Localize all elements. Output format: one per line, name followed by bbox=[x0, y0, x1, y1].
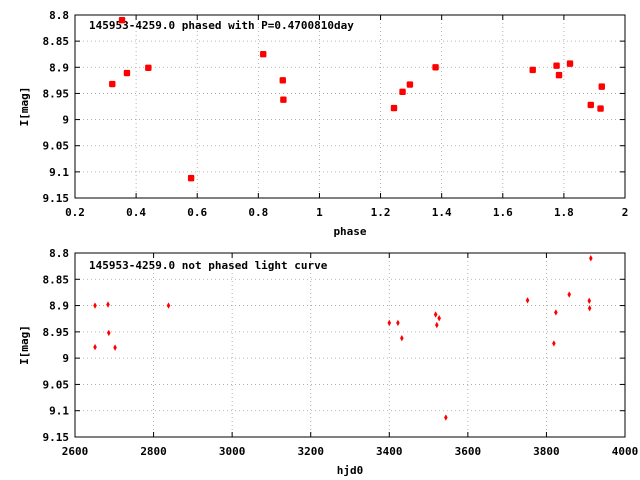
phased-x-tick-label: 1.8 bbox=[554, 206, 574, 219]
unphased-x-tick-label: 3800 bbox=[533, 445, 560, 458]
phased-data-point bbox=[123, 69, 131, 77]
unphased-data-point bbox=[552, 340, 556, 347]
phased-data-point bbox=[145, 64, 152, 72]
unphased-x-tick-label: 3400 bbox=[376, 445, 403, 458]
phased-data-point bbox=[406, 81, 414, 88]
unphased-x-axis-label: hjd0 bbox=[337, 464, 364, 477]
unphased-data-point bbox=[444, 414, 448, 421]
phased-y-tick-label: 9.15 bbox=[43, 192, 70, 205]
phased-data-point bbox=[109, 80, 116, 88]
phased-data-point bbox=[529, 66, 536, 74]
unphased-y-tick-label: 8.8 bbox=[49, 247, 69, 260]
unphased-y-tick-label: 8.95 bbox=[43, 326, 70, 339]
phased-x-tick-label: 2 bbox=[622, 206, 629, 219]
phased-data-point bbox=[399, 88, 406, 96]
unphased-y-axis-label: I[mag] bbox=[18, 325, 31, 365]
unphased-data-point bbox=[433, 311, 438, 318]
phased-data-point bbox=[555, 71, 563, 79]
unphased-data-point bbox=[525, 297, 530, 304]
phased-y-tick-label: 8.85 bbox=[43, 35, 70, 48]
unphased-data-point bbox=[387, 319, 392, 327]
phased-x-tick-label: 0.4 bbox=[126, 206, 146, 219]
unphased-data-point bbox=[93, 343, 97, 351]
unphased-data-point bbox=[106, 301, 110, 308]
phased-data-point bbox=[432, 64, 439, 71]
unphased-y-tick-label: 9.1 bbox=[49, 405, 69, 418]
phased-x-axis-label: phase bbox=[333, 225, 366, 238]
phased-data-point bbox=[587, 101, 594, 109]
phased-data-point bbox=[187, 174, 195, 182]
unphased-x-tick-label: 2800 bbox=[140, 445, 167, 458]
unphased-data-point bbox=[587, 305, 592, 312]
unphased-data-point bbox=[589, 255, 593, 262]
unphased-x-tick-label: 3600 bbox=[455, 445, 482, 458]
unphased-data-point bbox=[93, 302, 97, 309]
unphased-data-point bbox=[166, 302, 171, 309]
unphased-x-tick-label: 4000 bbox=[612, 445, 639, 458]
unphased-plot-frame bbox=[74, 252, 626, 438]
phased-y-tick-label: 8.9 bbox=[49, 61, 69, 74]
unphased-data-point bbox=[400, 334, 404, 342]
phased-data-point bbox=[260, 51, 267, 58]
unphased-x-tick-label: 3200 bbox=[297, 445, 324, 458]
phased-y-tick-label: 8.95 bbox=[43, 87, 70, 100]
unphased-data-point bbox=[567, 291, 572, 298]
unphased-y-tick-label: 9 bbox=[62, 352, 69, 365]
phased-light-curve-panel: 0.2 0.4 0.6 0.8 1 1.2 1.4 1.6 1.8 2 8.8 8.85 8.9 8.9… bbox=[18, 9, 628, 238]
phased-data-point bbox=[566, 60, 574, 67]
unphased-y-tick-label: 8.85 bbox=[43, 273, 70, 286]
phased-y-tick-label: 9.05 bbox=[43, 140, 70, 153]
unphased-data-point bbox=[437, 314, 441, 322]
unphased-chart-title: 145953-4259.0 not phased light curve bbox=[89, 259, 328, 272]
phased-data-point bbox=[280, 96, 287, 103]
unphased-y-tick-label: 9.15 bbox=[43, 431, 70, 444]
phased-y-axis-label: I[mag] bbox=[18, 87, 31, 127]
phased-chart-title: 145953-4259.0 phased with P=0.4700810day bbox=[89, 19, 354, 32]
phased-y-tick-label: 8.8 bbox=[49, 9, 69, 22]
phased-y-tick-label: 9 bbox=[62, 114, 69, 127]
unphased-data-point bbox=[554, 309, 558, 316]
unphased-x-tick-label: 3000 bbox=[219, 445, 246, 458]
phased-x-tick-label: 0.2 bbox=[65, 206, 85, 219]
phased-y-tick-label: 9.1 bbox=[49, 166, 69, 179]
phased-data-point bbox=[597, 105, 604, 112]
phased-x-tick-label: 1.6 bbox=[493, 206, 513, 219]
phased-x-tick-label: 0.8 bbox=[248, 206, 268, 219]
phased-x-tick-label: 1.2 bbox=[371, 206, 391, 219]
unphased-data-point bbox=[396, 319, 400, 327]
phased-data-point bbox=[118, 17, 126, 24]
phased-data-point bbox=[279, 77, 286, 84]
phased-x-tick-label: 1 bbox=[316, 206, 323, 219]
unphased-data-point bbox=[435, 321, 439, 329]
phased-data-point bbox=[553, 62, 560, 69]
unphased-data-point bbox=[113, 344, 117, 351]
unphased-y-tick-label: 8.9 bbox=[49, 300, 69, 313]
unphased-y-tick-label: 9.05 bbox=[43, 378, 70, 391]
phased-x-tick-label: 0.6 bbox=[187, 206, 207, 219]
phased-x-tick-label: 1.4 bbox=[432, 206, 452, 219]
unphased-x-tick-label: 2600 bbox=[62, 445, 89, 458]
phased-data-point bbox=[390, 104, 398, 112]
unphased-light-curve-panel: 2600 2800 3000 3200 3400 3600 3800 4000 8.8 8.85… bbox=[18, 247, 638, 477]
phased-data-point bbox=[598, 83, 605, 90]
unphased-data-point bbox=[106, 329, 111, 337]
unphased-data-point bbox=[587, 297, 592, 305]
phased-plot-frame bbox=[74, 14, 626, 199]
